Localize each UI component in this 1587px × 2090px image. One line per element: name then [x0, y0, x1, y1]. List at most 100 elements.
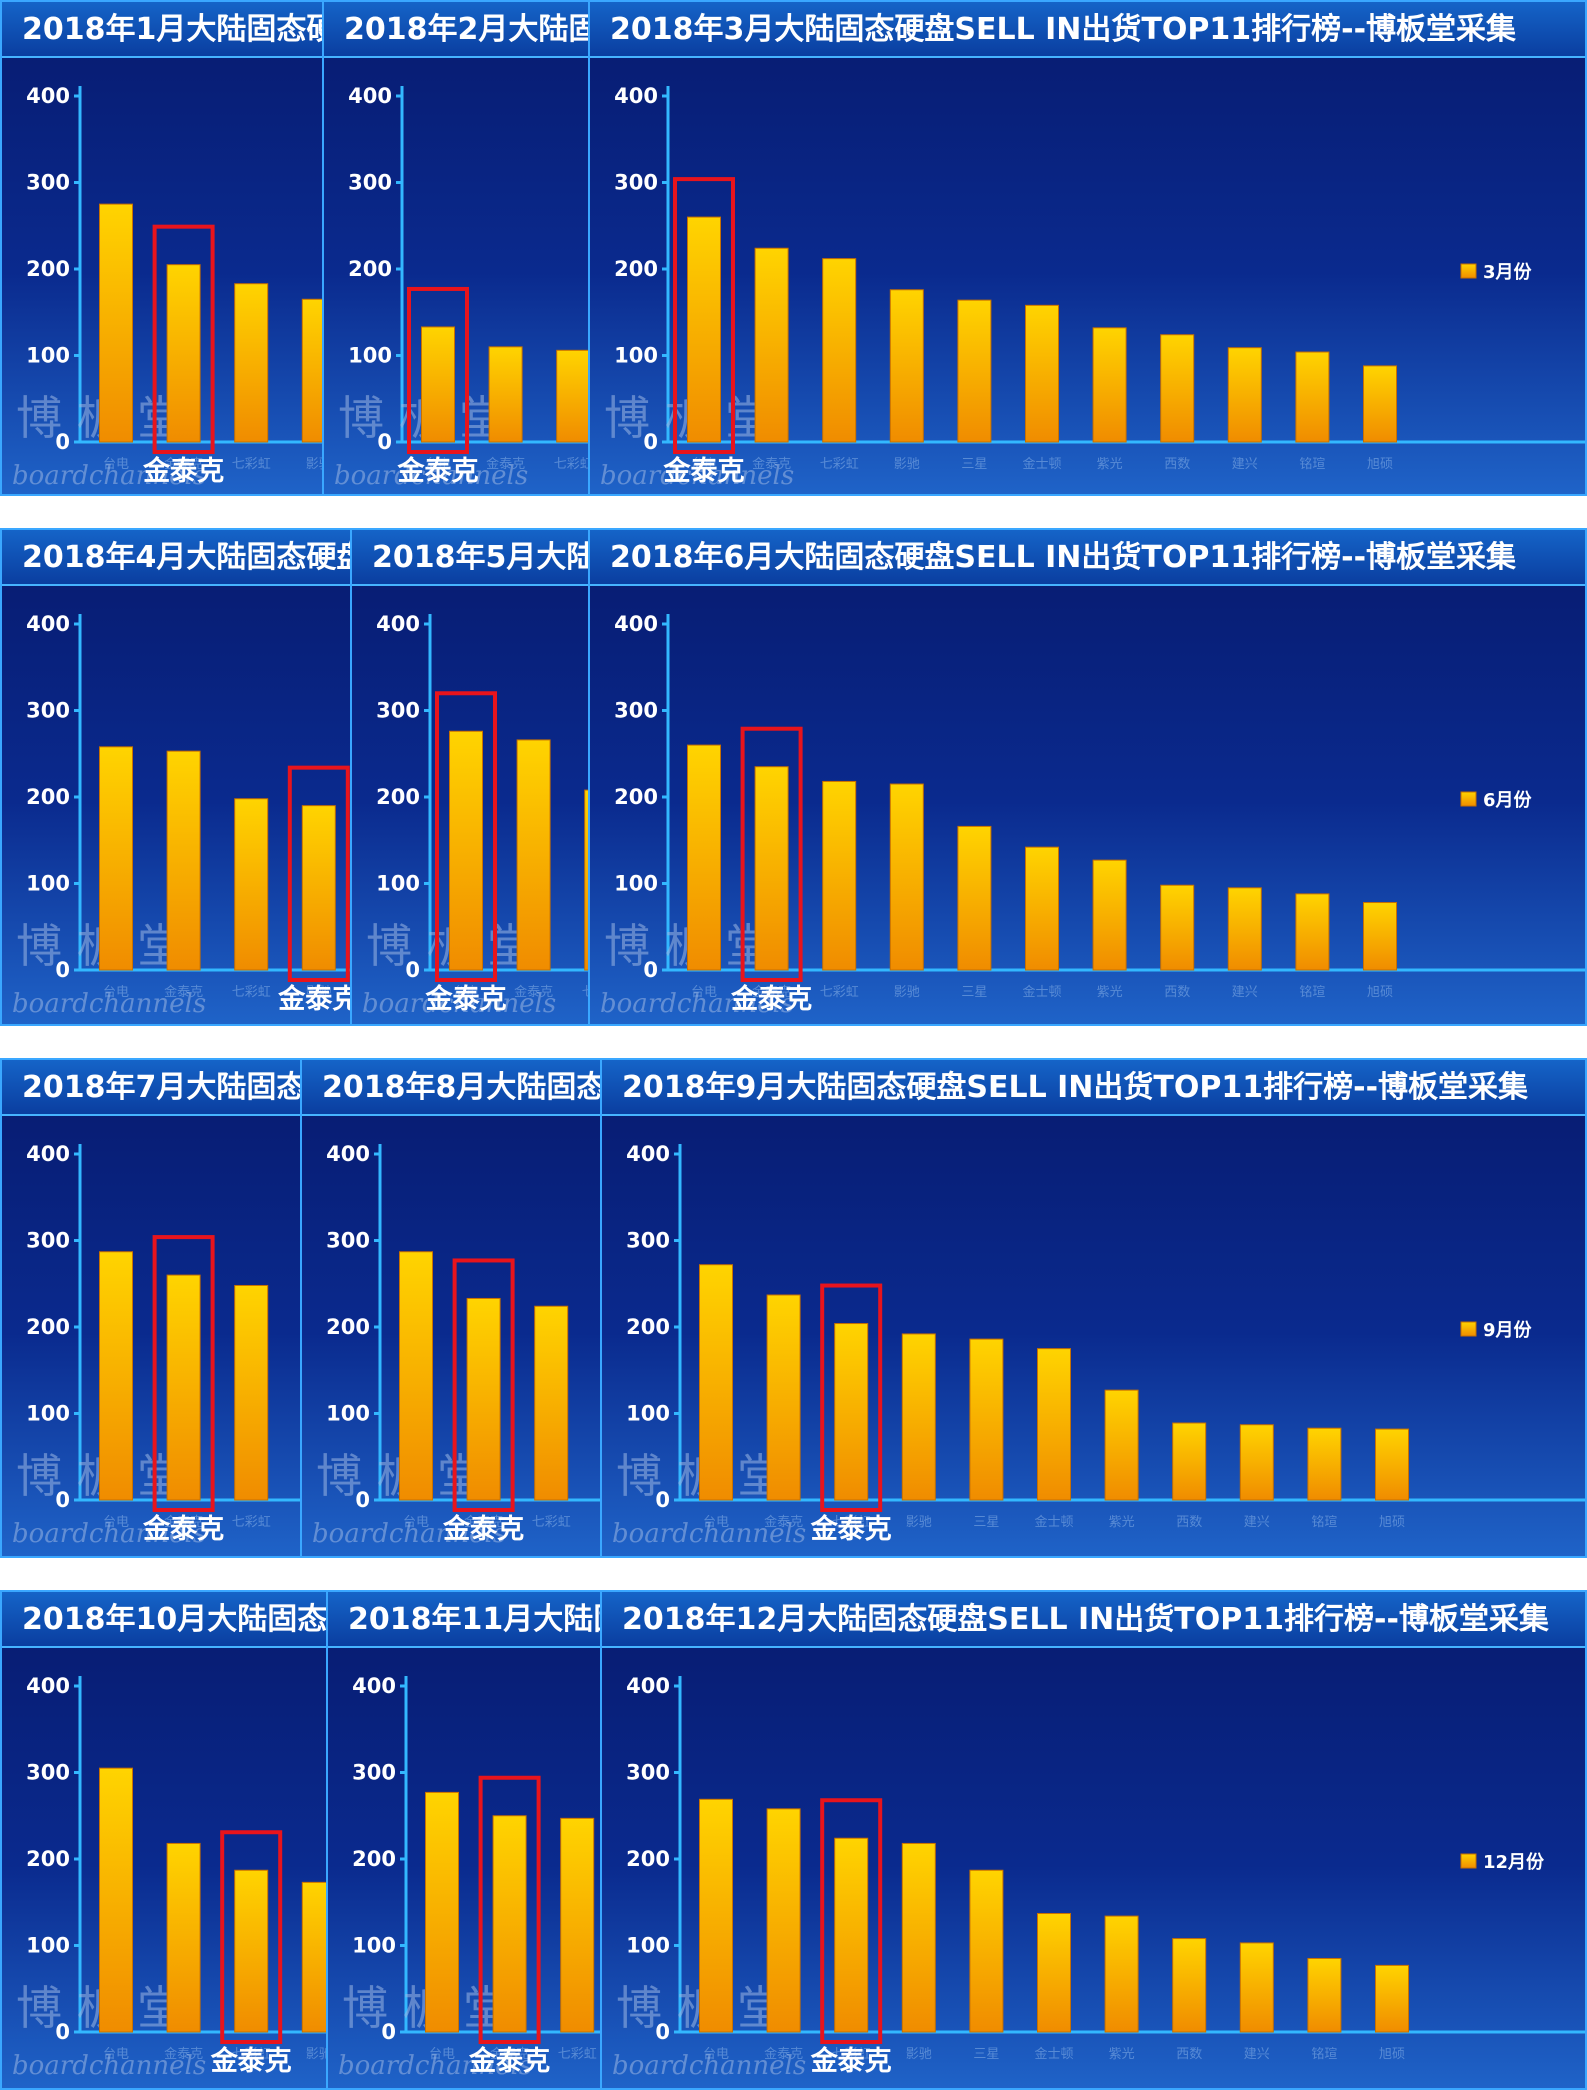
y-tick-label: 300 [352, 1761, 396, 1785]
y-tick-label: 300 [26, 1761, 70, 1785]
category-label: 台电 [103, 985, 129, 1000]
y-tick-label: 0 [55, 1488, 70, 1512]
category-label: 影驰 [906, 2047, 932, 2062]
y-tick-label: 0 [655, 1488, 670, 1512]
highlight-box [407, 286, 469, 454]
bar [1025, 846, 1059, 971]
category-label: 三星 [973, 2047, 999, 2062]
y-tick-label: 0 [381, 2020, 396, 2044]
chart-panel-apr: 2018年4月大陆固态硬盘SELL IN出货TOP11排行榜--博板堂采集 0 1… [0, 528, 358, 1026]
bar [1172, 1422, 1207, 1501]
highlight-label: 金泰克 [442, 1513, 524, 1545]
bar [687, 744, 721, 971]
bar [822, 258, 857, 443]
y-tick-label: 100 [26, 1402, 70, 1426]
watermark-text: boardchannels [312, 1519, 506, 1549]
chart-panel-feb: 2018年2月大陆固态硬盘SELL IN出货TOP11排行榜--博板堂采集 0 1… [322, 0, 598, 496]
category-label: 影驰 [894, 985, 920, 1000]
category-label: 紫光 [1109, 2047, 1135, 2062]
watermark-text: boardchannels [612, 2051, 806, 2081]
bar [560, 1817, 595, 2033]
watermark-text: boardchannels [600, 989, 794, 1019]
highlight-label: 金泰克 [277, 983, 356, 1015]
bar [1160, 334, 1195, 443]
category-label: 旭硕 [1367, 457, 1393, 472]
bar [1239, 1942, 1274, 2033]
bar [969, 1338, 1004, 1501]
bar [1227, 347, 1262, 443]
category-label: 紫光 [1097, 985, 1123, 1000]
highlight-label: 金泰克 [142, 1513, 224, 1545]
category-label: 影驰 [894, 457, 920, 472]
legend-swatch [1460, 1853, 1477, 1869]
bar [556, 349, 591, 443]
chart-panel-dec: 2018年12月大陆固态硬盘SELL IN出货TOP11排行榜--博板堂采集 0… [600, 1590, 1587, 2090]
y-tick-label: 100 [26, 1934, 70, 1958]
y-tick-label: 300 [26, 1229, 70, 1253]
y-tick-label: 0 [55, 2020, 70, 2044]
watermark-text: boardchannels [12, 989, 206, 1019]
y-tick-label: 400 [348, 84, 392, 108]
bar [901, 1842, 936, 2033]
bar [466, 1297, 501, 1501]
category-label: 金泰克 [164, 2046, 203, 2062]
watermark-text: boardchannels [338, 2051, 532, 2081]
y-tick-label: 400 [26, 1142, 70, 1166]
highlight-box [820, 1798, 883, 2044]
highlight-box [740, 726, 803, 982]
y-tick-label: 300 [348, 171, 392, 195]
bar [901, 1333, 936, 1501]
chart-title: 2018年8月大陆固态硬盘SELL IN出货TOP11排行榜--博板堂采集 [302, 1060, 608, 1116]
y-tick-label: 100 [614, 872, 658, 896]
bar [834, 1323, 869, 1501]
y-tick-label: 0 [55, 958, 70, 982]
category-label: 台电 [103, 1515, 129, 1530]
category-label: 紫光 [1097, 457, 1123, 472]
watermark-text: boardchannels [12, 461, 206, 491]
bar [1104, 1915, 1139, 2033]
category-label: 旭硕 [1367, 985, 1393, 1000]
bar [1363, 902, 1397, 971]
category-label: 七彩虹 [554, 457, 593, 472]
y-tick-label: 400 [26, 612, 70, 636]
bar [889, 289, 924, 443]
highlight-label: 金泰克 [810, 1513, 892, 1545]
y-tick-label: 300 [626, 1761, 670, 1785]
bar [766, 1294, 801, 1501]
y-tick-label: 300 [26, 171, 70, 195]
y-tick-label: 100 [352, 1934, 396, 1958]
bar [1307, 1957, 1342, 2033]
category-label: 金泰克 [752, 456, 791, 472]
bar [754, 247, 789, 443]
category-label: 西数 [1176, 1515, 1202, 1530]
legend-swatch [1460, 263, 1477, 279]
highlight-box [152, 1235, 215, 1512]
watermark-text: boardchannels [612, 1519, 806, 1549]
highlight-label: 金泰克 [210, 2045, 292, 2077]
chart-title: 2018年10月大陆固态硬盘SELL IN出货TOP11排行榜--博板堂采集 [2, 1592, 332, 1648]
chart-panel-nov: 2018年11月大陆固态硬盘SELL IN出货TOP11排行榜--博板堂采集 0… [326, 1590, 610, 2090]
category-label: 西数 [1164, 457, 1190, 472]
highlight-box [478, 1775, 541, 2044]
y-tick-label: 300 [26, 699, 70, 723]
highlight-label: 金泰克 [397, 455, 479, 487]
category-label: 铭瑄 [1299, 457, 1325, 472]
y-tick-label: 100 [614, 344, 658, 368]
chart-title: 2018年7月大陆固态硬盘SELL IN出货TOP11排行榜--博板堂采集 [2, 1060, 306, 1116]
chart-title: 2018年9月大陆固态硬盘SELL IN出货TOP11排行榜--博板堂采集 [602, 1060, 1585, 1116]
category-label: 金泰克 [764, 2046, 803, 2062]
category-label: 七彩虹 [232, 457, 271, 472]
highlight-box [673, 177, 735, 454]
bar [301, 805, 336, 971]
category-label: 台电 [103, 457, 129, 472]
highlight-label: 金泰克 [142, 455, 224, 487]
watermark-text: boardchannels [334, 461, 528, 491]
bar [166, 750, 201, 971]
watermark-text: boardchannels [12, 1519, 206, 1549]
y-tick-label: 200 [326, 1315, 370, 1339]
